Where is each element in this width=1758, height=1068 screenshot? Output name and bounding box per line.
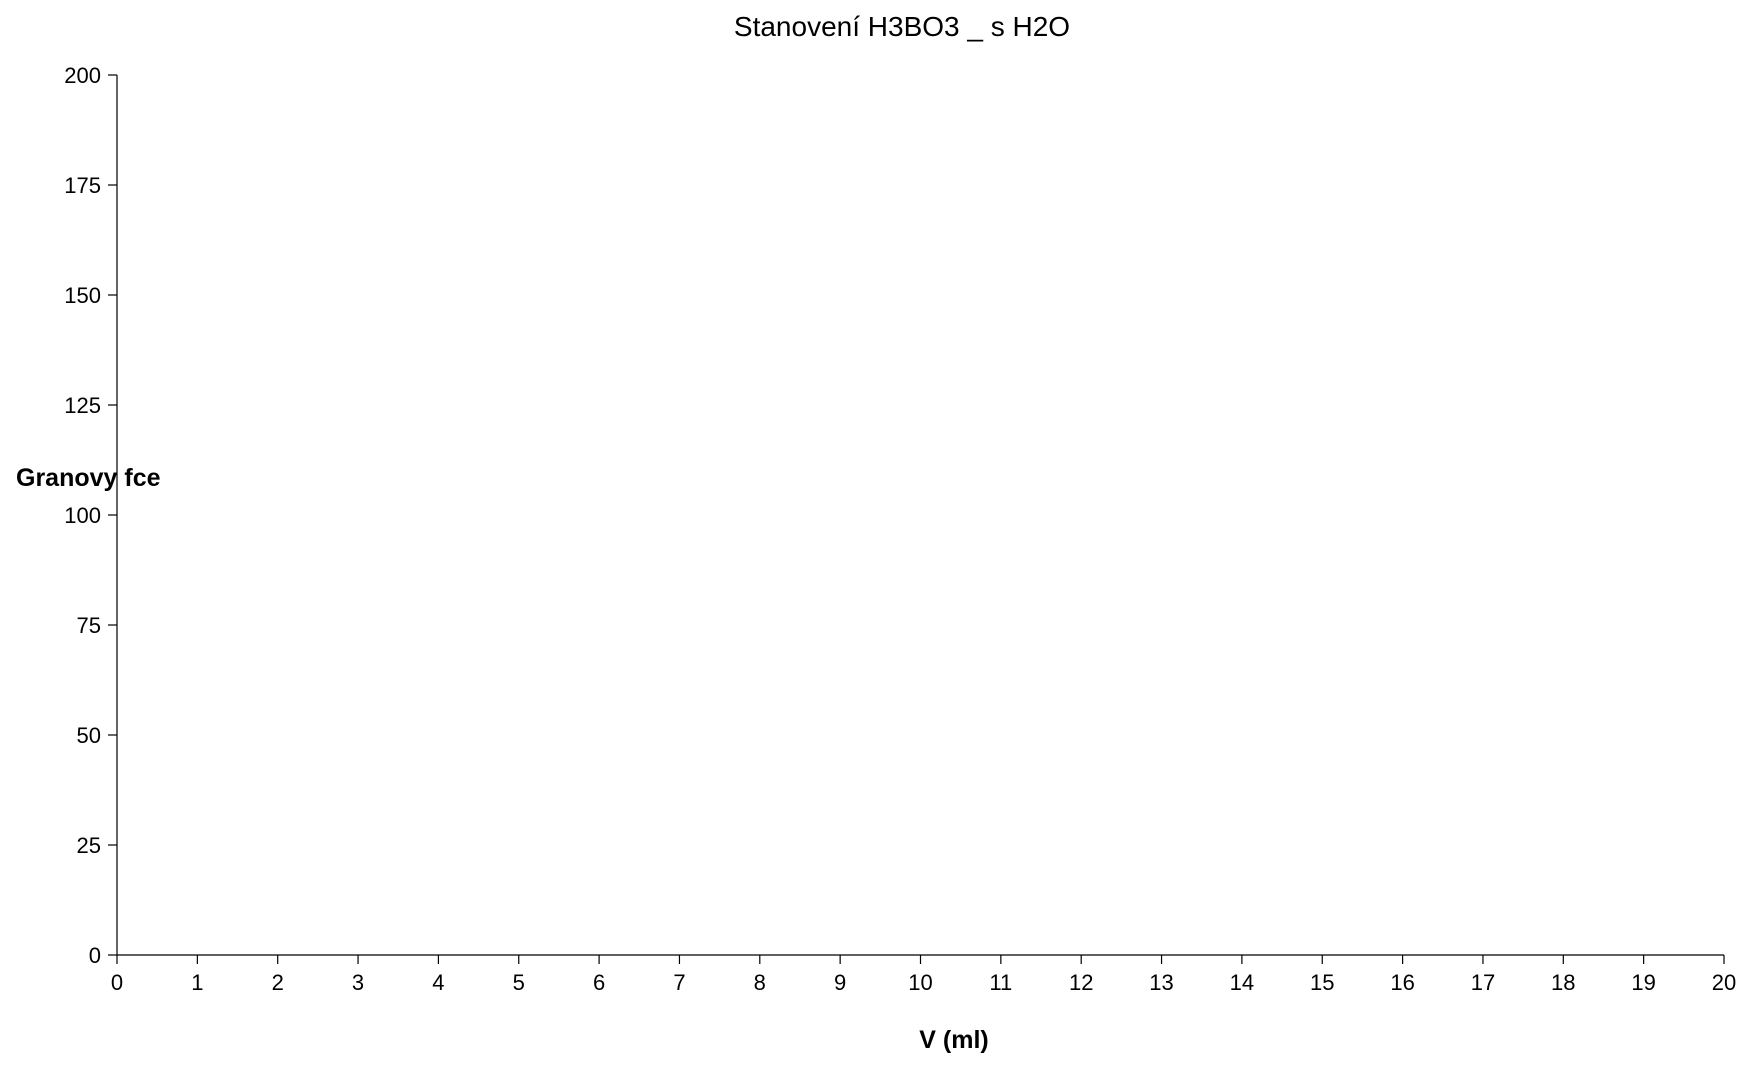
x-tick-label: 4 xyxy=(432,970,444,995)
x-tick-label: 10 xyxy=(908,970,932,995)
x-tick-label: 6 xyxy=(593,970,605,995)
x-tick-label: 18 xyxy=(1551,970,1575,995)
axes-layer xyxy=(116,75,1724,956)
x-tick-label: 15 xyxy=(1310,970,1334,995)
y-tick-label: 150 xyxy=(64,283,101,308)
x-tick-label: 0 xyxy=(111,970,123,995)
x-tick-label: 19 xyxy=(1631,970,1655,995)
x-tick-label: 5 xyxy=(513,970,525,995)
x-tick-label: 1 xyxy=(191,970,203,995)
x-tick-label: 11 xyxy=(989,970,1012,995)
x-tick-label: 20 xyxy=(1712,970,1736,995)
y-tick-label: 50 xyxy=(77,723,101,748)
y-tick-label: 0 xyxy=(89,943,101,968)
x-tick-label: 12 xyxy=(1069,970,1093,995)
x-ticks-layer: 0 1 2 3 4 5 6 7 8 9 10 11 12 13 14 15 16 17 18 19 20 xyxy=(111,955,1736,995)
y-tick-label: 100 xyxy=(64,503,101,528)
x-axis-label: V (ml) xyxy=(919,1026,988,1054)
y-tick-label: 25 xyxy=(77,833,101,858)
y-ticks-layer: 0 25 50 75 100 125 150 175 200 xyxy=(64,63,117,968)
y-tick-label: 125 xyxy=(64,393,101,418)
x-tick-label: 3 xyxy=(352,970,364,995)
x-tick-label: 13 xyxy=(1149,970,1173,995)
x-tick-label: 7 xyxy=(673,970,685,995)
x-tick-label: 8 xyxy=(754,970,766,995)
y-tick-label: 75 xyxy=(77,613,101,638)
y-tick-label: 200 xyxy=(64,63,101,88)
y-axis-label: Granovy fce xyxy=(16,464,161,492)
y-tick-label: 175 xyxy=(64,173,101,198)
x-tick-label: 2 xyxy=(272,970,284,995)
x-tick-label: 9 xyxy=(834,970,846,995)
chart-title: Stanovení H3BO3 _ s H2O xyxy=(734,11,1070,42)
x-tick-label: 14 xyxy=(1230,970,1254,995)
x-tick-label: 16 xyxy=(1390,970,1414,995)
x-tick-label: 17 xyxy=(1471,970,1495,995)
